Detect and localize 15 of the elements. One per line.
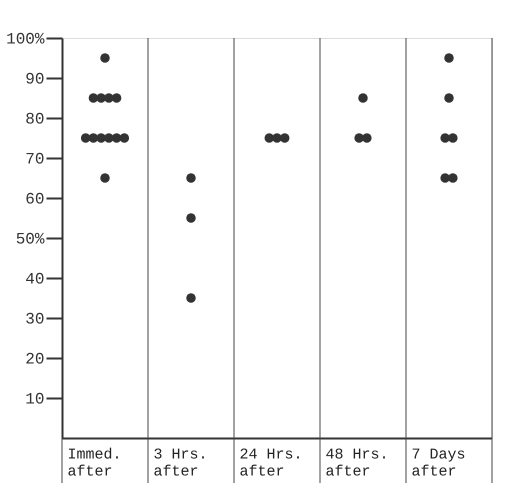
x-tick-label: 7 Days after: [412, 446, 466, 480]
x-tick-label: 48 Hrs. after: [326, 446, 389, 480]
y-tick-label: 10: [25, 390, 44, 408]
y-tick-label: 30: [25, 310, 44, 328]
y-tick-label: 40: [25, 270, 44, 288]
x-tick-label: 3 Hrs. after: [154, 446, 208, 480]
y-tick-label: 100%: [6, 30, 45, 48]
y-tick-label: 20: [25, 350, 44, 368]
y-tick-label: 50%: [16, 230, 45, 248]
y-tick-label: 60: [25, 190, 44, 208]
y-tick-label: 70: [25, 150, 44, 168]
y-tick-label: 80: [25, 110, 44, 128]
x-tick-label: 24 Hrs. after: [240, 446, 303, 480]
y-tick-label: 90: [25, 70, 44, 88]
x-tick-label: Immed. after: [68, 446, 122, 480]
